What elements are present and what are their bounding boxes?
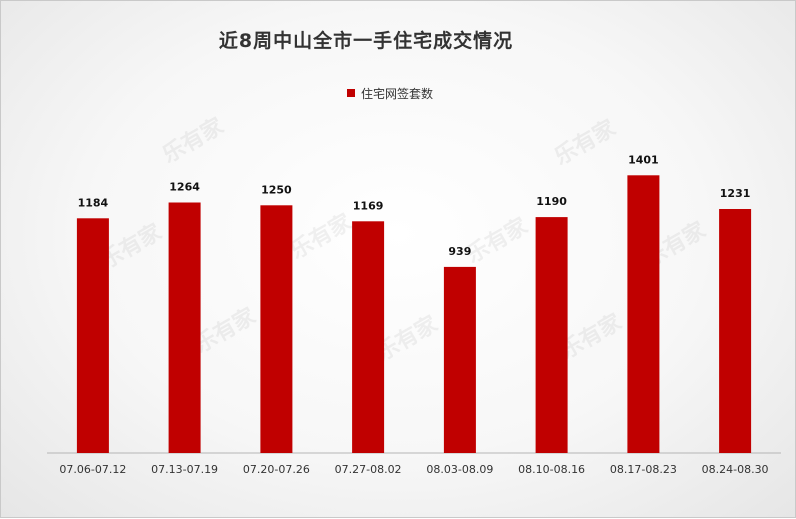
x-tick-label: 08.24-08.30 (702, 463, 769, 476)
x-tick-label: 08.17-08.23 (610, 463, 677, 476)
x-tick-label: 07.20-07.26 (243, 463, 310, 476)
x-tick-label: 08.03-08.09 (426, 463, 493, 476)
x-tick-label: 07.13-07.19 (151, 463, 218, 476)
bar (443, 266, 476, 453)
bar (352, 221, 385, 453)
bars-layer: 1184 07.06-07.12 1264 07.13-07.19 1250 07.20-… (47, 153, 781, 476)
x-tick-label: 07.06-07.12 (59, 463, 126, 476)
bar (535, 217, 568, 453)
legend-label: 住宅网签套数 (361, 86, 434, 101)
data-label: 1250 (261, 183, 292, 196)
bar (719, 209, 752, 453)
data-label: 939 (448, 245, 471, 258)
x-tick-label: 07.27-08.02 (335, 463, 402, 476)
legend-swatch (347, 89, 355, 97)
chart-legend: 住宅网签套数 (347, 85, 433, 101)
data-label: 1401 (628, 153, 659, 166)
bar (168, 202, 201, 453)
data-label: 1264 (169, 181, 200, 194)
bar (76, 218, 109, 453)
x-tick-label: 08.10-08.16 (518, 463, 585, 476)
bar (260, 205, 293, 453)
data-label: 1231 (720, 187, 751, 200)
data-label: 1169 (353, 199, 384, 212)
data-label: 1184 (78, 196, 109, 209)
chart-title: 近8周中山全市一手住宅成交情况 (218, 30, 514, 52)
data-label: 1190 (536, 195, 567, 208)
bar (627, 175, 660, 454)
